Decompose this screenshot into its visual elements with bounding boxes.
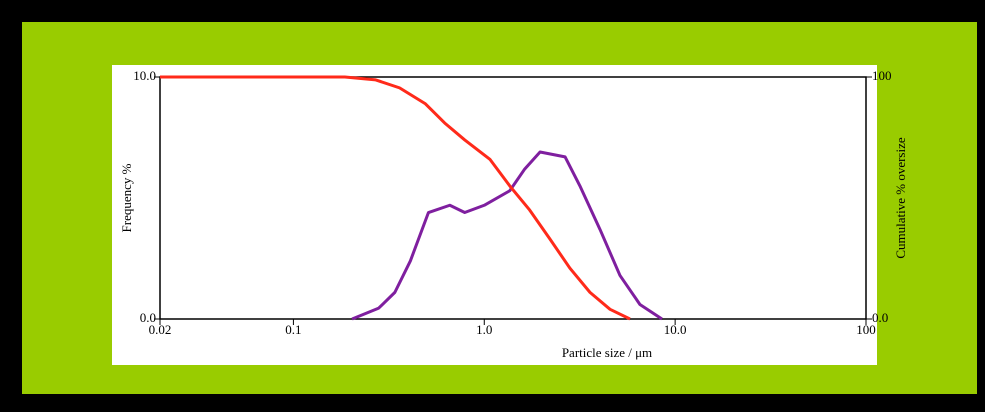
y-tick-label: 0.0 (140, 310, 156, 325)
x-tick-label: 1.0 (476, 322, 492, 337)
x-axis-label: Particle size / μm (562, 345, 652, 360)
data-line (351, 150, 663, 321)
y-tick-label: 10.0 (133, 68, 156, 83)
y2-axis-label: Cumulative % oversize (893, 137, 908, 259)
y2-tick-label: 100 (872, 68, 892, 83)
plot-frame (159, 76, 867, 320)
x-tick-label: 100 (856, 322, 876, 337)
x-tick-label: 10.0 (664, 322, 687, 337)
x-tick-label: 0.02 (149, 322, 172, 337)
y2-tick-label: 0.0 (872, 310, 888, 325)
x-tick-label: 0.1 (285, 322, 301, 337)
data-line (160, 75, 631, 321)
chart-panel (112, 65, 877, 365)
y-axis-label: Frequency % (119, 163, 134, 232)
